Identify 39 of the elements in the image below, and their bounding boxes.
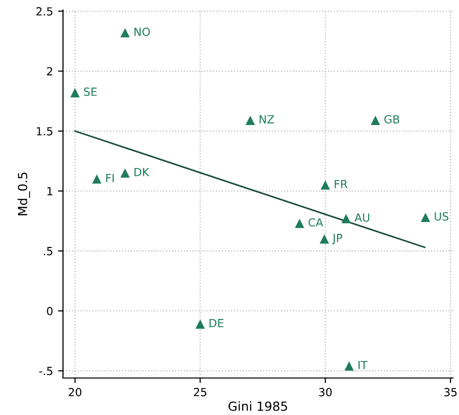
annotation: US [434,212,448,221]
point [246,116,255,125]
point [341,214,351,224]
y-tick-label: 2.5 [36,7,52,16]
y-axis-title: Md_0.5 [18,172,30,216]
point [370,116,380,125]
y-tick-label: 1.5 [36,127,52,136]
point [420,212,430,222]
x-tick-label: 35 [444,388,457,396]
x-axis-title: Gini 1985 [228,401,288,411]
point [196,319,205,329]
annotation: DE [210,319,224,328]
point [120,168,130,178]
x-tick-label: 20 [68,388,82,396]
annotation: CA [308,218,324,227]
annotation: NO [134,28,150,36]
y-tick-label: -.5 [39,366,52,376]
point [320,234,329,244]
annotation: AU [354,214,370,222]
point [344,361,354,371]
annotation: SE [84,88,97,96]
x-tick-label: 30 [319,388,332,396]
point [320,180,330,190]
x-tick-label: 25 [194,388,206,396]
point [294,218,304,228]
point [70,88,80,98]
annotation: FI [106,174,114,182]
annotation: GB [384,115,400,124]
point [92,174,102,184]
y-tick-label: 0 [46,306,53,316]
annotation: IT [358,360,368,370]
annotation: JP [332,234,342,244]
annotation: DK [134,168,150,176]
annotation: NZ [260,115,274,124]
point [120,28,130,38]
y-tick-label: 1 [47,187,52,196]
y-tick-label: .5 [44,247,52,256]
y-tick-label: 2 [47,67,52,76]
annotation: FR [334,180,348,188]
